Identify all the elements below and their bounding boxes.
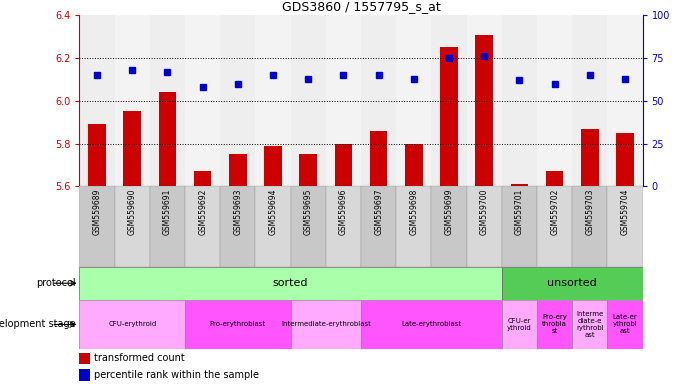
Bar <box>229 154 247 186</box>
Text: Interme
diate-e
rythrobl
ast: Interme diate-e rythrobl ast <box>576 311 604 338</box>
Bar <box>502 267 643 300</box>
Bar <box>546 171 563 186</box>
Bar <box>291 186 326 267</box>
Bar <box>150 15 185 186</box>
Text: GSM559699: GSM559699 <box>444 189 453 235</box>
Bar <box>326 186 361 267</box>
Bar <box>159 92 176 186</box>
Bar <box>607 300 643 349</box>
Bar <box>581 129 598 186</box>
Bar <box>194 171 211 186</box>
Bar <box>616 133 634 186</box>
Bar <box>361 15 396 186</box>
Bar <box>572 15 607 186</box>
Bar <box>466 15 502 186</box>
Text: unsorted: unsorted <box>547 278 597 288</box>
Text: GSM559693: GSM559693 <box>234 189 243 235</box>
Bar <box>502 15 537 186</box>
Text: GSM559694: GSM559694 <box>269 189 278 235</box>
Text: CFU-erythroid: CFU-erythroid <box>108 321 156 328</box>
Bar <box>185 300 291 349</box>
Text: GSM559690: GSM559690 <box>128 189 137 235</box>
Bar <box>502 186 537 267</box>
Bar <box>537 300 572 349</box>
Bar <box>326 15 361 186</box>
Bar <box>79 15 115 186</box>
Bar <box>291 300 361 349</box>
Bar <box>431 186 466 267</box>
Bar <box>88 124 106 186</box>
Bar <box>264 146 282 186</box>
Bar <box>475 35 493 186</box>
Text: GSM559701: GSM559701 <box>515 189 524 235</box>
Bar <box>115 15 150 186</box>
Bar <box>79 300 185 349</box>
Bar <box>256 186 291 267</box>
Bar <box>79 369 90 381</box>
Text: GSM559696: GSM559696 <box>339 189 348 235</box>
Bar <box>150 186 185 267</box>
Bar <box>537 15 572 186</box>
Bar <box>502 300 537 349</box>
Text: GSM559702: GSM559702 <box>550 189 559 235</box>
Bar <box>220 15 256 186</box>
Bar <box>511 184 528 186</box>
Bar <box>334 144 352 186</box>
Bar <box>396 186 431 267</box>
Title: GDS3860 / 1557795_s_at: GDS3860 / 1557795_s_at <box>282 0 440 13</box>
Bar <box>466 186 502 267</box>
Text: Intermediate-erythroblast: Intermediate-erythroblast <box>281 321 371 328</box>
Bar <box>370 131 388 186</box>
Bar <box>537 186 572 267</box>
Bar <box>79 267 502 300</box>
Text: sorted: sorted <box>273 278 308 288</box>
Text: protocol: protocol <box>37 278 76 288</box>
Bar <box>405 144 423 186</box>
Text: percentile rank within the sample: percentile rank within the sample <box>93 370 258 380</box>
Text: Pro-ery
throbla
st: Pro-ery throbla st <box>542 314 567 334</box>
Text: GSM559704: GSM559704 <box>621 189 630 235</box>
Text: GSM559691: GSM559691 <box>163 189 172 235</box>
Bar <box>431 15 466 186</box>
Text: Pro-erythroblast: Pro-erythroblast <box>210 321 266 328</box>
Bar <box>299 154 317 186</box>
Bar <box>115 186 150 267</box>
Bar <box>361 300 502 349</box>
Bar <box>185 15 220 186</box>
Text: development stage: development stage <box>0 319 76 329</box>
Text: GSM559700: GSM559700 <box>480 189 489 235</box>
Bar <box>124 111 141 186</box>
Bar <box>607 186 643 267</box>
Bar <box>79 353 90 364</box>
Bar <box>220 186 256 267</box>
Bar <box>291 15 326 186</box>
Text: GSM559692: GSM559692 <box>198 189 207 235</box>
Bar <box>572 300 607 349</box>
Bar <box>607 15 643 186</box>
Bar <box>396 15 431 186</box>
Bar <box>361 186 396 267</box>
Text: CFU-er
ythroid: CFU-er ythroid <box>507 318 532 331</box>
Bar <box>79 186 115 267</box>
Text: GSM559703: GSM559703 <box>585 189 594 235</box>
Bar <box>256 15 291 186</box>
Text: GSM559698: GSM559698 <box>409 189 418 235</box>
Text: GSM559695: GSM559695 <box>304 189 313 235</box>
Text: Late-er
ythrobl
ast: Late-er ythrobl ast <box>613 314 637 334</box>
Text: Late-erythroblast: Late-erythroblast <box>401 321 462 328</box>
Text: GSM559697: GSM559697 <box>374 189 383 235</box>
Text: transformed count: transformed count <box>93 353 184 363</box>
Text: GSM559689: GSM559689 <box>93 189 102 235</box>
Bar <box>572 186 607 267</box>
Bar <box>440 47 458 186</box>
Bar <box>185 186 220 267</box>
